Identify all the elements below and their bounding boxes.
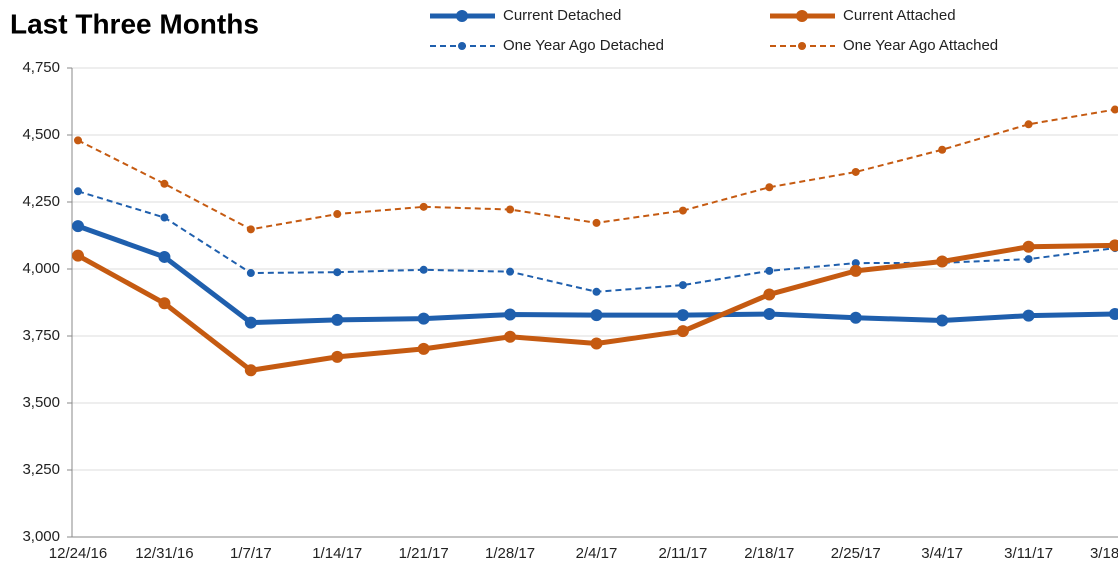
x-tick-label: 2/11/17 [658,545,707,562]
x-tick-label: 1/21/17 [399,545,449,562]
data-point [1024,255,1033,264]
data-point [331,313,344,326]
data-point [678,281,687,290]
series-line [77,190,1116,293]
data-point [419,202,428,211]
data-point [676,325,689,338]
data-point [158,297,171,310]
series-line [77,108,1116,231]
x-tick-label: 3/18/17 [1090,545,1118,562]
y-tick-label: 4,250 [22,193,60,210]
legend-marker [458,42,466,50]
data-point [849,311,862,324]
data-point [1111,105,1118,114]
data-point [678,206,687,215]
y-tick-label: 4,000 [22,260,60,277]
x-tick-label: 1/28/17 [485,545,535,562]
data-point [592,287,601,296]
x-tick-label: 3/4/17 [921,545,963,562]
x-tick-label: 12/31/16 [135,545,193,562]
y-tick-label: 3,000 [22,528,60,545]
data-point [504,308,517,321]
data-point [246,225,255,234]
data-point [936,255,949,268]
y-tick-label: 3,500 [22,394,60,411]
data-point [936,314,949,327]
data-point [72,220,84,233]
x-tick-label: 1/7/17 [230,545,272,562]
data-point [1024,120,1033,129]
data-point [1022,309,1035,322]
data-point [158,250,171,263]
data-point [331,350,344,363]
data-point [1109,308,1118,321]
data-point [1022,240,1035,253]
y-tick-label: 3,750 [22,327,60,344]
data-point [72,249,84,262]
data-point [590,309,603,322]
data-point [246,269,255,278]
data-point [333,210,342,219]
x-tick-label: 2/4/17 [576,545,618,562]
data-point [676,309,689,322]
x-tick-label: 2/25/17 [831,545,881,562]
data-point [244,364,257,377]
data-point [590,337,603,350]
y-tick-label: 4,500 [22,126,60,143]
data-point [938,145,947,154]
legend-marker [456,10,468,22]
data-point [763,308,776,321]
data-point [592,218,601,227]
data-point [333,268,342,277]
x-tick-label: 1/14/17 [312,545,362,562]
data-point [851,259,860,268]
x-tick-label: 12/24/16 [49,545,107,562]
data-point [244,316,257,329]
y-tick-label: 3,250 [22,461,60,478]
legend-marker [796,10,808,22]
data-point [851,167,860,176]
y-tick-label: 4,750 [22,59,60,76]
legend-label: Current Attached [843,7,956,24]
legend-label: One Year Ago Attached [843,37,998,54]
data-point [504,330,517,343]
legend-marker [798,42,806,50]
series-line [77,223,1116,326]
legend-label: Current Detached [503,7,621,24]
data-point [849,264,862,277]
data-point [74,136,82,145]
data-point [765,266,774,275]
data-point [417,312,430,325]
x-tick-label: 3/11/17 [1004,545,1053,562]
data-point [74,187,82,196]
data-point [506,267,515,276]
chart-title: Last Three Months [10,8,259,39]
data-point [160,213,169,222]
x-tick-label: 2/18/17 [744,545,794,562]
legend-label: One Year Ago Detached [503,37,664,54]
data-point [765,183,774,192]
data-point [160,179,169,188]
data-point [1109,239,1118,252]
data-point [419,265,428,274]
data-point [763,288,776,301]
data-point [417,342,430,355]
data-point [506,205,515,214]
